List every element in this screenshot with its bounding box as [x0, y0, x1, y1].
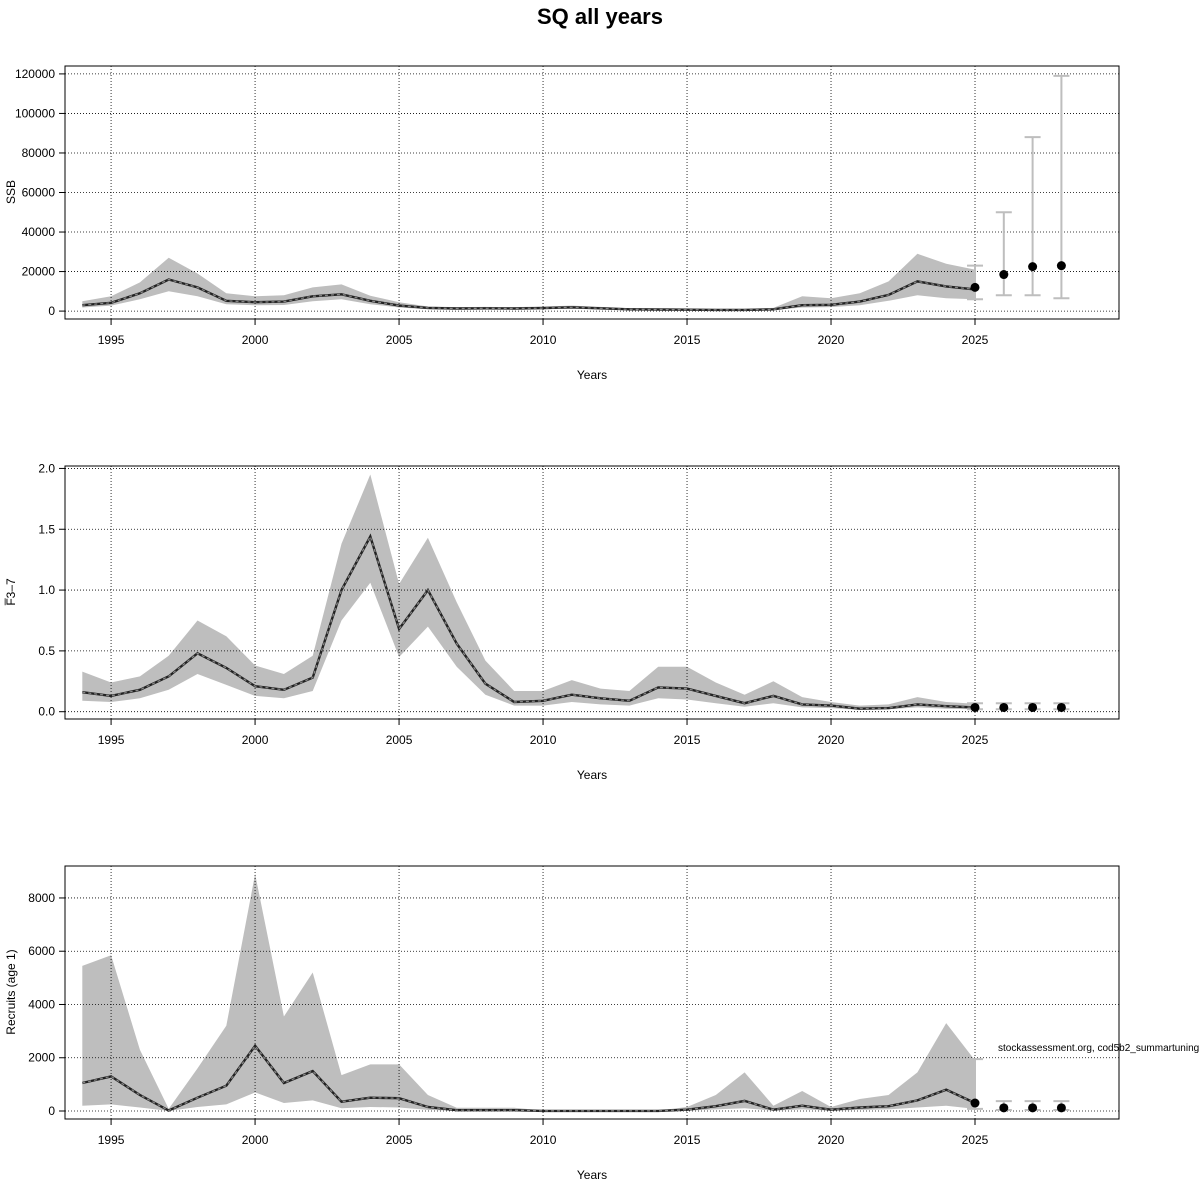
fbar-y-tick-label: 2.0 [38, 461, 55, 475]
fbar-y-tick-label: 1.5 [38, 522, 55, 536]
recruits-plot-frame [64, 865, 1120, 1120]
fbar-plot-frame [64, 465, 1120, 720]
recruits-forecast-point [970, 1098, 980, 1108]
fbar-x-tick-label: 1995 [98, 733, 125, 747]
fbar-y-tick-label: 1.0 [38, 583, 55, 597]
recruits-forecast-point [1028, 1103, 1038, 1113]
source-annotation: stockassessment.org, cod5b2_summartuning [998, 1043, 1199, 1054]
ssb-x-tick-label: 2015 [674, 333, 701, 347]
ssb-forecast-point [1028, 262, 1038, 272]
fbar-forecast-point [999, 702, 1009, 712]
recruits-y-tick-label: 6000 [28, 944, 55, 958]
ssb-x-axis-label: Years [577, 368, 607, 382]
fbar-x-tick-label: 2020 [818, 733, 845, 747]
ssb-panel: Years SSB 1995 2000 2005 2010 2015 2020 2025 0 2… [4, 65, 1120, 382]
ssb-y-axis-label: SSB [4, 180, 18, 204]
ssb-x-tick-label: 2020 [818, 333, 845, 347]
ssb-x-tick-label: 2005 [386, 333, 413, 347]
fbar-x-axis-label: Years [577, 768, 607, 782]
recruits-x-tick-label: 2010 [530, 1133, 557, 1147]
recruits-x-tick-label: 2020 [818, 1133, 845, 1147]
ssb-forecast-point [999, 270, 1009, 280]
ssb-y-tick-label: 60000 [22, 186, 56, 200]
ssb-y-tick-label: 0 [48, 304, 55, 318]
recruits-x-tick-label: 2025 [962, 1133, 989, 1147]
recruits-forecast-point [999, 1103, 1009, 1113]
ssb-estimate-dash [82, 278, 976, 311]
ssb-forecast-point [970, 282, 980, 292]
ssb-forecast-point [1056, 261, 1066, 271]
fbar-y-axis-label: F̅3–7 [4, 578, 18, 606]
recruits-x-tick-label: 1995 [98, 1133, 125, 1147]
fbar-confidence-band [82, 474, 976, 710]
ssb-confidence-band [82, 253, 976, 311]
recruits-panel: Years Recruits (age 1) 1995 2000 2005 2010 2… [4, 865, 1120, 1182]
recruits-x-tick-label: 2005 [386, 1133, 413, 1147]
fbar-y-tick-label: 0.0 [38, 705, 55, 719]
ssb-x-tick-label: 2010 [530, 333, 557, 347]
recruits-y-axis-label: Recruits (age 1) [4, 949, 18, 1034]
recruits-confidence-band [82, 874, 976, 1111]
fbar-estimate-dash [82, 534, 976, 710]
ssb-y-tick-label: 20000 [22, 265, 56, 279]
recruits-x-axis-label: Years [577, 1168, 607, 1182]
fbar-x-tick-label: 2005 [386, 733, 413, 747]
recruits-estimate-dash [82, 1044, 976, 1112]
recruits-y-tick-label: 0 [48, 1104, 55, 1118]
ssb-y-tick-label: 40000 [22, 225, 56, 239]
ssb-x-tick-label: 1995 [98, 333, 125, 347]
fbar-forecast-point [970, 702, 980, 712]
recruits-y-tick-label: 2000 [28, 1051, 55, 1065]
fbar-forecast-point [1056, 702, 1066, 712]
fbar-panel: Years F̅3–7 1995 2000 2005 2010 2015 2020 2025… [4, 461, 1120, 782]
fbar-x-tick-label: 2015 [674, 733, 701, 747]
figure-title: SQ all years [537, 4, 663, 29]
fbar-forecast-point [1028, 702, 1038, 712]
fbar-x-tick-label: 2000 [242, 733, 269, 747]
recruits-y-tick-label: 8000 [28, 891, 55, 905]
recruits-x-tick-label: 2000 [242, 1133, 269, 1147]
ssb-y-tick-label: 100000 [15, 106, 55, 120]
ssb-x-tick-label: 2025 [962, 333, 989, 347]
recruits-x-tick-label: 2015 [674, 1133, 701, 1147]
recruits-forecast-point [1056, 1103, 1066, 1113]
fbar-estimate-line [82, 533, 976, 710]
fbar-x-tick-label: 2010 [530, 733, 557, 747]
fbar-x-tick-label: 2025 [962, 733, 989, 747]
ssb-y-tick-label: 80000 [22, 146, 56, 160]
ssb-y-tick-label: 120000 [15, 67, 55, 81]
recruits-y-tick-label: 4000 [28, 997, 55, 1011]
ssb-x-tick-label: 2000 [242, 333, 269, 347]
fbar-y-tick-label: 0.5 [38, 644, 55, 658]
